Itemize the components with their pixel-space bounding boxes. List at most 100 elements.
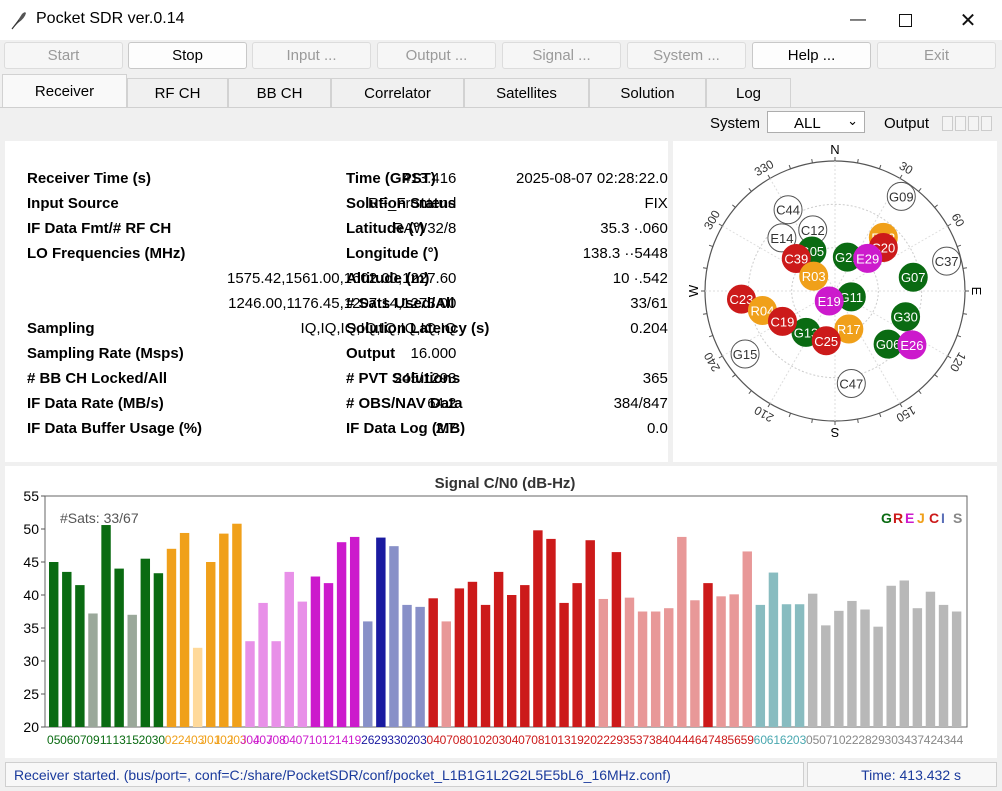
info-label <box>27 291 227 316</box>
info-value: 0.0 <box>646 420 668 437</box>
cn0-bar <box>703 583 713 727</box>
cn0-bar <box>284 571 294 727</box>
start-button[interactable]: Start <box>4 42 123 69</box>
system-button[interactable]: System ... <box>627 42 746 69</box>
satellite-marker[interactable]: G13 <box>791 317 821 347</box>
cn0-bar <box>650 611 661 727</box>
azimuth-tick <box>718 355 723 359</box>
satellite-marker[interactable]: C23 <box>726 284 756 314</box>
info-value: 245/1293 <box>393 370 457 387</box>
x-tick-label: 13 <box>112 733 126 747</box>
azimuth-label: 150 <box>894 403 919 425</box>
satellite-marker[interactable]: G09 <box>886 181 916 211</box>
satellite-id: E26 <box>900 338 923 353</box>
x-tick-label: 29 <box>374 733 388 747</box>
cn0-bar <box>912 608 923 727</box>
tab-correlator[interactable]: Correlator <box>331 78 464 108</box>
satellite-marker[interactable]: E26 <box>897 330 927 360</box>
azimuth-label: 300 <box>701 208 723 233</box>
satellite-marker[interactable]: G21 <box>832 242 862 272</box>
feather-icon <box>11 12 26 30</box>
cn0-bar <box>585 540 595 727</box>
info-value: 384/847 <box>613 395 668 412</box>
exit-button[interactable]: Exit <box>877 42 996 69</box>
satellite-marker[interactable]: E29 <box>853 243 883 273</box>
skyplot-panel: NESW3060120150210240300330G09R02C20C37G0… <box>673 141 997 462</box>
cn0-bar <box>101 525 111 727</box>
info-row: Sampling Rate (Msps) 16.000 <box>27 341 456 366</box>
azimuth-tick <box>702 267 708 269</box>
tab-solution[interactable]: Solution <box>589 78 706 108</box>
input-button[interactable]: Input ... <box>252 42 371 69</box>
cn0-bar <box>899 580 909 727</box>
cn0-bar <box>232 523 242 727</box>
satellite-marker[interactable]: C44 <box>773 195 803 225</box>
satellite-marker[interactable]: C39 <box>781 244 811 274</box>
x-tick-label: J01 <box>201 733 221 747</box>
cn0-bar <box>467 581 478 727</box>
minimize-icon[interactable]: — <box>850 11 866 28</box>
info-value: IQ,IQ,IQ,IQ,IQ,IQ,IQ,IQ <box>300 320 457 337</box>
output-button[interactable]: Output ... <box>377 42 496 69</box>
satellite-marker[interactable]: G15 <box>730 339 760 369</box>
info-row: # PVT Solutions 365 <box>346 366 668 391</box>
tab-log[interactable]: Log <box>706 78 791 108</box>
tab-receiver[interactable]: Receiver <box>2 74 127 108</box>
satellite-marker[interactable]: C47 <box>836 368 866 398</box>
x-tick-label: 06 <box>60 733 74 747</box>
satellite-marker[interactable]: C12 <box>798 215 828 245</box>
x-tick-label: 07 <box>819 733 833 747</box>
x-tick-label: 03 <box>492 733 506 747</box>
legend-entry: G <box>881 510 892 526</box>
satellite-marker[interactable]: C37 <box>932 246 962 276</box>
satellite-marker[interactable]: R03 <box>799 261 829 291</box>
azimuth-tick <box>899 174 903 179</box>
satellite-marker[interactable]: E19 <box>814 286 844 316</box>
output-indicators <box>942 116 992 135</box>
cn0-bar <box>572 583 582 727</box>
cn0-bar <box>807 593 818 727</box>
cn0-bar <box>271 641 281 727</box>
signal-button[interactable]: Signal ... <box>502 42 621 69</box>
x-tick-label: 20 <box>584 733 598 747</box>
tab-rf-ch[interactable]: RF CH <box>127 78 228 108</box>
help-button[interactable]: Help ... <box>752 42 871 69</box>
cn0-bar <box>860 609 870 727</box>
satellite-marker[interactable]: C19 <box>767 306 797 336</box>
cn0-bar <box>480 604 491 727</box>
close-icon[interactable]: ✕ <box>959 9 977 32</box>
cn0-bar <box>546 538 556 727</box>
info-label: LO Frequencies (MHz) <box>27 245 186 262</box>
info-value <box>516 341 668 366</box>
x-tick-label: 42 <box>924 733 938 747</box>
satellite-marker[interactable]: C25 <box>811 326 841 356</box>
x-tick-label: 19 <box>348 733 362 747</box>
maximize-icon[interactable] <box>882 6 928 34</box>
satellite-marker[interactable]: G30 <box>891 302 921 332</box>
satellite-marker[interactable]: G07 <box>898 262 928 292</box>
cn0-bar <box>88 613 98 727</box>
tab-bb-ch[interactable]: BB CH <box>228 78 331 108</box>
cn0-bar <box>219 533 229 727</box>
legend-entry: R <box>893 510 903 526</box>
satellite-marker[interactable]: R17 <box>834 314 864 344</box>
legend-entry: E <box>905 510 914 526</box>
info-row: 1246.00,1176.45,1207.14,1273.00 <box>27 291 456 316</box>
satellite-marker[interactable]: E14 <box>767 223 797 253</box>
system-select[interactable]: ALL ⌄ <box>767 111 865 133</box>
satellite-marker[interactable]: G11 <box>836 282 866 312</box>
x-tick-label: 03 <box>413 733 427 747</box>
direction-label: N <box>830 142 839 157</box>
x-tick-label: 35 <box>623 733 637 747</box>
status-message: Receiver started. (bus/port=, conf=C:/sh… <box>5 762 804 787</box>
direction-label: E <box>969 287 984 296</box>
x-tick-label: 60 <box>754 733 768 747</box>
azimuth-tick <box>899 403 903 408</box>
satellite-id: G06 <box>876 337 901 352</box>
info-label: IF Data Rate (MB/s) <box>27 395 164 412</box>
info-label: Longitude (°) <box>346 245 439 262</box>
stop-button[interactable]: Stop <box>128 42 247 69</box>
tab-satellites[interactable]: Satellites <box>464 78 589 108</box>
satellite-marker[interactable]: G06 <box>873 329 903 359</box>
cn0-bar <box>677 536 687 727</box>
